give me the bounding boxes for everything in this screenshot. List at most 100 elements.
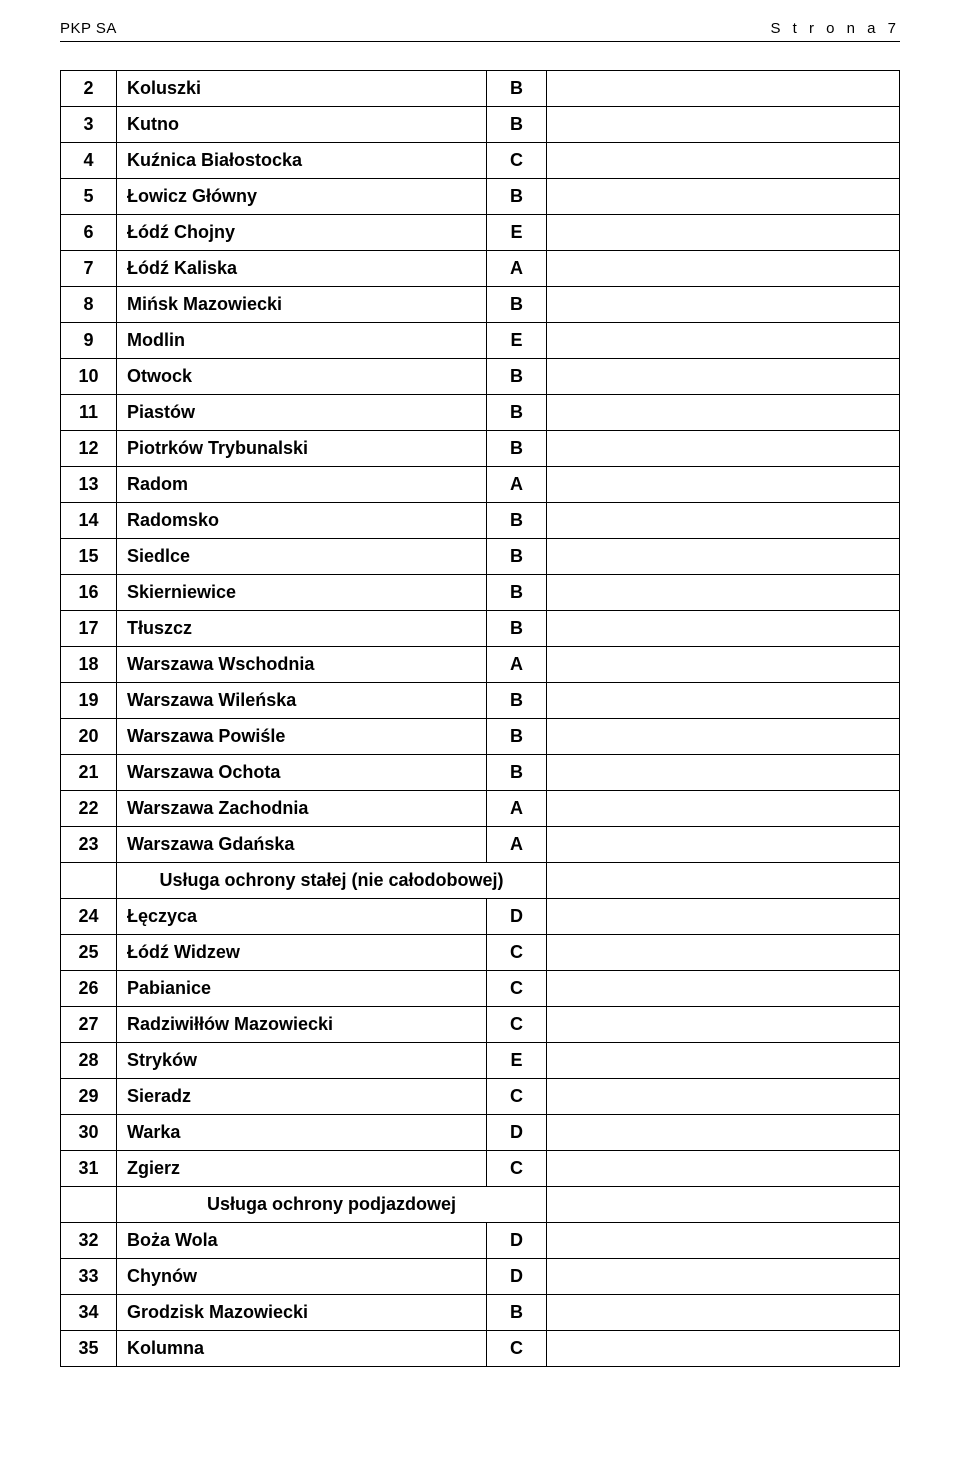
station-code: B [487,395,547,431]
station-name: Radziwiłłów Mazowiecki [117,1007,487,1043]
station-name: Skierniewice [117,575,487,611]
station-name: Pabianice [117,971,487,1007]
table-row: 14RadomskoB [61,503,900,539]
header-page-number: S t r o n a 7 [770,20,900,37]
section-blank-cell [61,863,117,899]
station-code: E [487,1043,547,1079]
table-row: 6Łódź ChojnyE [61,215,900,251]
page: PKP SA S t r o n a 7 2KoluszkiB3KutnoB4K… [0,0,960,1475]
row-number: 13 [61,467,117,503]
row-number: 15 [61,539,117,575]
station-name: Warszawa Zachodnia [117,791,487,827]
station-name: Stryków [117,1043,487,1079]
row-number: 35 [61,1331,117,1367]
station-name: Warka [117,1115,487,1151]
table-row: 12Piotrków TrybunalskiB [61,431,900,467]
table-row: 2KoluszkiB [61,71,900,107]
table-row: 24ŁęczycaD [61,899,900,935]
blank-cell [547,863,900,899]
table-row: 19Warszawa WileńskaB [61,683,900,719]
blank-cell [547,1007,900,1043]
station-code: B [487,755,547,791]
station-name: Łęczyca [117,899,487,935]
blank-cell [547,1259,900,1295]
station-name: Warszawa Gdańska [117,827,487,863]
blank-cell [547,143,900,179]
station-name: Mińsk Mazowiecki [117,287,487,323]
table-row: 23Warszawa GdańskaA [61,827,900,863]
station-name: Zgierz [117,1151,487,1187]
blank-cell [547,935,900,971]
row-number: 29 [61,1079,117,1115]
station-name: Piastów [117,395,487,431]
station-name: Kolumna [117,1331,487,1367]
station-name: Warszawa Ochota [117,755,487,791]
station-code: B [487,1295,547,1331]
row-number: 7 [61,251,117,287]
table-row: 35KolumnaC [61,1331,900,1367]
station-code: C [487,1151,547,1187]
station-name: Boża Wola [117,1223,487,1259]
station-name: Kutno [117,107,487,143]
row-number: 9 [61,323,117,359]
station-name: Piotrków Trybunalski [117,431,487,467]
table-row: 8Mińsk MazowieckiB [61,287,900,323]
row-number: 8 [61,287,117,323]
row-number: 17 [61,611,117,647]
station-name: Tłuszcz [117,611,487,647]
blank-cell [547,503,900,539]
table-row: Usługa ochrony stałej (nie całodobowej) [61,863,900,899]
station-name: Siedlce [117,539,487,575]
station-name: Łowicz Główny [117,179,487,215]
row-number: 34 [61,1295,117,1331]
row-number: 28 [61,1043,117,1079]
station-name: Modlin [117,323,487,359]
table-row: 17TłuszczB [61,611,900,647]
station-code: A [487,647,547,683]
station-name: Grodzisk Mazowiecki [117,1295,487,1331]
blank-cell [547,647,900,683]
blank-cell [547,791,900,827]
table-row: 27Radziwiłłów MazowieckiC [61,1007,900,1043]
blank-cell [547,827,900,863]
station-code: B [487,611,547,647]
station-name: Łódź Kaliska [117,251,487,287]
table-row: 4Kuźnica BiałostockaC [61,143,900,179]
blank-cell [547,971,900,1007]
table-row: 10OtwockB [61,359,900,395]
row-number: 27 [61,1007,117,1043]
table-row: 7Łódź KaliskaA [61,251,900,287]
table-row: 11PiastówB [61,395,900,431]
row-number: 25 [61,935,117,971]
station-code: B [487,287,547,323]
table-row: 33ChynówD [61,1259,900,1295]
station-code: A [487,467,547,503]
station-code: A [487,827,547,863]
blank-cell [547,1079,900,1115]
station-code: B [487,575,547,611]
stations-table-body: 2KoluszkiB3KutnoB4Kuźnica BiałostockaC5Ł… [61,71,900,1367]
row-number: 24 [61,899,117,935]
table-row: 22Warszawa ZachodniaA [61,791,900,827]
blank-cell [547,251,900,287]
blank-cell [547,1331,900,1367]
blank-cell [547,1115,900,1151]
table-row: 3KutnoB [61,107,900,143]
table-row: 28StrykówE [61,1043,900,1079]
row-number: 26 [61,971,117,1007]
table-row: 18Warszawa WschodniaA [61,647,900,683]
station-code: B [487,539,547,575]
table-row: 34Grodzisk MazowieckiB [61,1295,900,1331]
blank-cell [547,755,900,791]
row-number: 4 [61,143,117,179]
blank-cell [547,683,900,719]
blank-cell [547,611,900,647]
row-number: 30 [61,1115,117,1151]
station-code: C [487,143,547,179]
section-blank-cell [61,1187,117,1223]
blank-cell [547,467,900,503]
row-number: 33 [61,1259,117,1295]
row-number: 22 [61,791,117,827]
section-label: Usługa ochrony stałej (nie całodobowej) [117,863,547,899]
station-name: Sieradz [117,1079,487,1115]
